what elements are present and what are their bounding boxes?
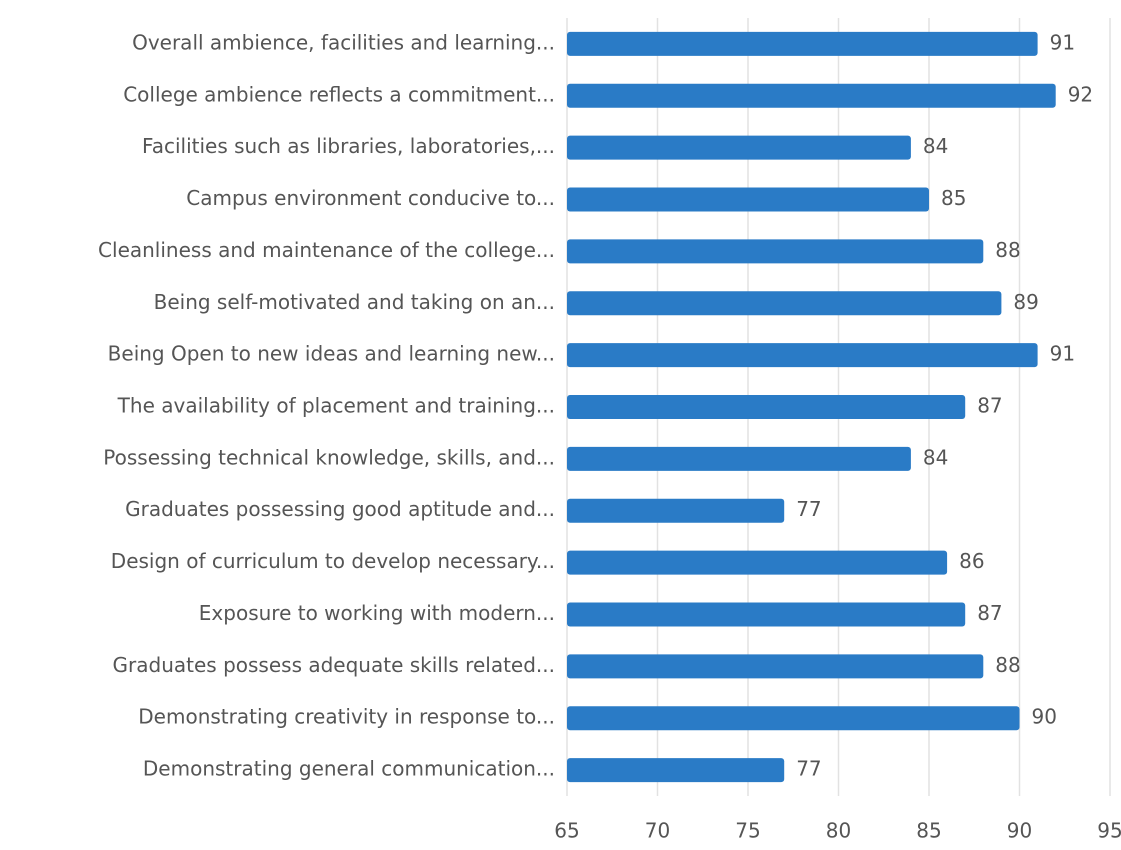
y-tick-label: Facilities such as libraries, laboratori… xyxy=(142,134,555,158)
bar xyxy=(567,31,1038,56)
value-label: 88 xyxy=(995,238,1020,262)
value-label: 92 xyxy=(1068,82,1093,106)
bar xyxy=(567,343,1038,368)
x-tick-label: 90 xyxy=(1007,819,1032,843)
y-tick-label: Being Open to new ideas and learning new… xyxy=(108,342,555,366)
y-tick-label: Graduates possessing good aptitude and..… xyxy=(125,497,555,521)
value-label: 91 xyxy=(1050,30,1075,54)
y-tick-label: Demonstrating creativity in response to.… xyxy=(138,705,555,729)
value-label: 85 xyxy=(941,186,966,210)
bar xyxy=(567,550,948,575)
value-label: 89 xyxy=(1013,290,1038,314)
bar xyxy=(567,654,984,679)
value-label: 91 xyxy=(1050,342,1075,366)
x-tick-label: 65 xyxy=(554,819,579,843)
bar xyxy=(567,395,966,419)
bar xyxy=(567,239,984,264)
bar xyxy=(567,187,929,212)
bar xyxy=(567,291,1002,316)
y-tick-label: Cleanliness and maintenance of the colle… xyxy=(98,238,555,262)
value-label: 90 xyxy=(1032,705,1057,729)
y-tick-label: Possessing technical knowledge, skills, … xyxy=(103,445,555,469)
bar xyxy=(567,83,1056,108)
value-label: 77 xyxy=(796,757,821,781)
value-label: 86 xyxy=(959,549,984,573)
y-tick-label: The availability of placement and traini… xyxy=(117,394,555,418)
value-label: 87 xyxy=(977,601,1002,625)
y-tick-label: Campus environment conducive to... xyxy=(186,186,555,210)
y-tick-label: Demonstrating general communication... xyxy=(143,757,555,781)
x-tick-label: 75 xyxy=(735,819,760,843)
value-label: 84 xyxy=(923,445,948,469)
bar xyxy=(567,135,911,160)
bar xyxy=(567,602,966,627)
bar xyxy=(567,498,785,523)
x-tick-label: 85 xyxy=(916,819,941,843)
bar xyxy=(567,446,911,471)
value-label: 87 xyxy=(977,394,1002,418)
x-tick-label: 95 xyxy=(1097,819,1121,843)
y-tick-label: College ambience reflects a commitment..… xyxy=(123,82,555,106)
y-tick-label: Graduates possess adequate skills relate… xyxy=(113,653,555,677)
value-label: 88 xyxy=(995,653,1020,677)
x-tick-label: 70 xyxy=(645,819,670,843)
y-tick-label: Design of curriculum to develop necessar… xyxy=(111,549,555,573)
bar xyxy=(567,706,1020,731)
value-label: 77 xyxy=(796,497,821,521)
bar xyxy=(567,758,785,783)
value-label: 84 xyxy=(923,134,948,158)
x-tick-label: 80 xyxy=(826,819,851,843)
y-tick-label: Overall ambience, facilities and learnin… xyxy=(132,30,555,54)
y-tick-label: Being self-motivated and taking on an... xyxy=(154,290,555,314)
y-tick-label: Exposure to working with modern... xyxy=(199,601,555,625)
